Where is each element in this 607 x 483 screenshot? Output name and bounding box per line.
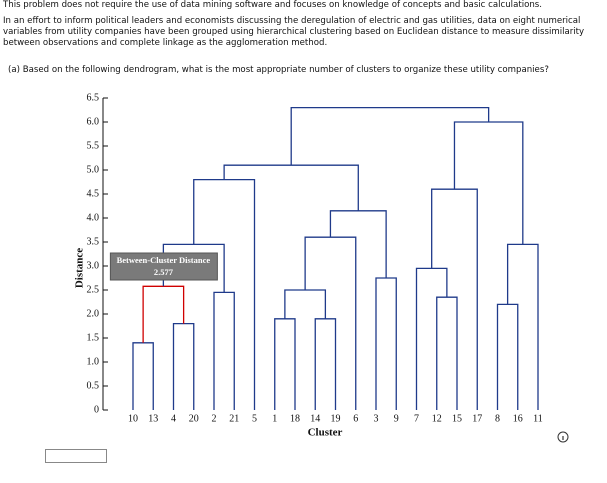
merge-link [142, 285, 185, 343]
y-tick-label: 5.0 [87, 164, 100, 175]
merge-link [496, 303, 519, 410]
y-tick-label: 1.0 [87, 356, 100, 367]
leaf-label: 9 [394, 413, 399, 424]
y-tick-label: 6.5 [87, 92, 100, 103]
leaf-label: 21 [229, 413, 239, 424]
y-tick-label: 3.5 [87, 236, 100, 247]
y-tick-label: 0.5 [87, 380, 100, 391]
question-a: (a) Based on the following dendrogram, w… [8, 65, 549, 75]
annotation: Between-Cluster Distance 2.577 [109, 252, 218, 281]
merge-link [415, 267, 448, 410]
leaf-label: 7 [414, 413, 419, 424]
leaf-label: 10 [128, 413, 138, 424]
y-tick-label: 3.0 [87, 260, 100, 271]
merge-link [314, 318, 337, 410]
merge-link [132, 342, 154, 410]
y-tick-label: 0 [94, 404, 99, 415]
leaf-label: 18 [290, 413, 300, 424]
info-icon[interactable] [557, 431, 569, 443]
y-tick-label: 4.5 [87, 188, 100, 199]
y-tick-label: 6.0 [87, 116, 100, 127]
merge-link [172, 322, 195, 410]
y-tick-label: 2.0 [87, 308, 100, 319]
leaf-label: 6 [353, 413, 358, 424]
merge-link [223, 164, 359, 211]
intro-text: This problem does not require the use of… [3, 0, 543, 10]
merge-link [329, 210, 387, 278]
leaf-label: 12 [432, 413, 442, 424]
x-axis-label: Cluster [308, 427, 343, 439]
annotation-box [109, 252, 218, 281]
leaf-label: 14 [310, 413, 320, 424]
leaf-label: 8 [495, 413, 500, 424]
leaf-label: 13 [148, 413, 158, 424]
leaf-label: 5 [252, 413, 257, 424]
annotation-value: 2.577 [154, 267, 174, 277]
leaf-label: 1 [272, 413, 277, 424]
leaf-label: 19 [331, 413, 341, 424]
y-tick-label: 5.5 [87, 140, 100, 151]
y-tick-label: 1.5 [87, 332, 100, 343]
merge-link [274, 318, 296, 410]
y-axis-label: Distance [74, 248, 86, 288]
leaf-label: 3 [374, 413, 379, 424]
merge-link [193, 178, 256, 410]
y-tick-label: 4.0 [87, 212, 100, 223]
leaf-label: 17 [472, 413, 482, 424]
info-circle[interactable] [557, 431, 569, 443]
leaf-label: 4 [171, 413, 176, 424]
merge-link [290, 106, 490, 166]
y-tick-label: 2.5 [87, 284, 100, 295]
leaf-label: 15 [452, 413, 462, 424]
leaf-label: 20 [189, 413, 199, 424]
merge-link [431, 188, 478, 410]
merge-link [375, 277, 397, 410]
leaf-label: 11 [533, 413, 543, 424]
leaf-label: 2 [212, 413, 217, 424]
leaf-label: 16 [513, 413, 523, 424]
merge-link [213, 291, 235, 410]
merge-link [453, 121, 524, 245]
problem-paragraph: In an effort to inform political leaders… [3, 16, 585, 48]
merge-link [436, 296, 458, 410]
answer-input[interactable] [45, 449, 107, 463]
merge-link [284, 289, 327, 319]
annotation-label: Between-Cluster Distance [117, 255, 211, 265]
merge-link [304, 236, 357, 410]
merge-link [506, 243, 539, 410]
